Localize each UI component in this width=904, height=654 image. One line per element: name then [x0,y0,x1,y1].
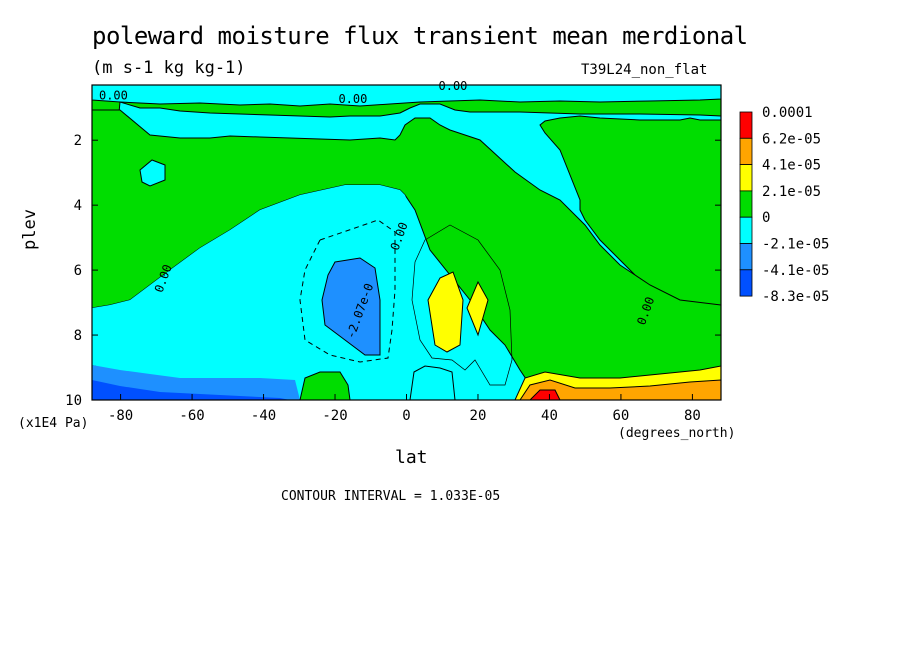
x-tick-label: -20 [322,408,347,424]
contour-label: 0.00 [99,89,128,103]
y-tick-label: 8 [74,328,82,344]
y-ticks: 2 4 6 8 10 [65,133,721,409]
legend-swatch [739,216,753,244]
legend-label: 6.2e-05 [762,131,821,147]
y-tick-label: 4 [74,198,82,214]
region-green-bottom [299,371,351,400]
x-tick-label: 20 [470,408,487,424]
color-legend: 0.0001 6.2e-05 4.1e-05 2.1e-05 0 -2.1e-05 -4.1… [739,105,829,305]
legend-label: -2.1e-05 [762,237,829,253]
legend-label: 2.1e-05 [762,184,821,200]
region-cyan-bottom-center [409,365,456,400]
x-tick-label: 0 [402,408,410,424]
contour-label: 0.00 [338,92,367,106]
region-red-bottom [529,389,561,400]
legend-label: 0 [762,210,770,226]
x-axis-units: (degrees_north) [618,426,736,441]
legend-swatch [739,190,753,218]
x-ticks: -80 -60 -40 -20 0 20 40 60 80 [108,394,701,424]
y-tick-label: 2 [74,133,82,149]
x-tick-label: 60 [613,408,630,424]
region-blue-deep [92,380,290,400]
x-tick-label: 80 [684,408,701,424]
region-cyan-top [92,85,721,107]
legend-label: 0.0001 [762,105,813,121]
contour-interval: CONTOUR INTERVAL = 1.033E-05 [281,489,501,504]
x-tick-label: -60 [179,408,204,424]
legend-swatch [739,111,753,139]
legend-swatch [739,269,753,297]
region-orange-bottom [519,379,721,400]
x-tick-label: -80 [108,408,133,424]
x-tick-label: 40 [541,408,558,424]
y-tick-label: 6 [74,263,82,279]
plot-area [92,85,721,400]
region-yellow-1 [427,271,464,353]
contour-solid-1 [411,224,513,386]
legend-label: -4.1e-05 [762,263,829,279]
region-blue-core [321,257,381,356]
x-tick-label: -40 [251,408,276,424]
legend-label: -8.3e-05 [762,289,829,305]
chart-title: poleward moisture flux transient mean me… [92,22,748,50]
legend-swatch [739,137,753,166]
chart-units: (m s-1 kg kg-1) [92,58,246,78]
contour-label: 0.00 [439,79,468,93]
region-cyan-blob [139,159,166,187]
legend-swatch [739,164,753,192]
y-tick-label: 10 [65,393,82,409]
legend-label: 4.1e-05 [762,158,821,174]
contour-dashed-1 [299,219,396,363]
x-axis-label: lat [395,447,428,468]
region-cyan-center [92,185,412,380]
region-yellow-2 [466,280,489,337]
dataset-name: T39L24_non_flat [581,62,708,78]
y-axis-units: (x1E4 Pa) [18,416,89,431]
legend-swatch [739,243,753,271]
